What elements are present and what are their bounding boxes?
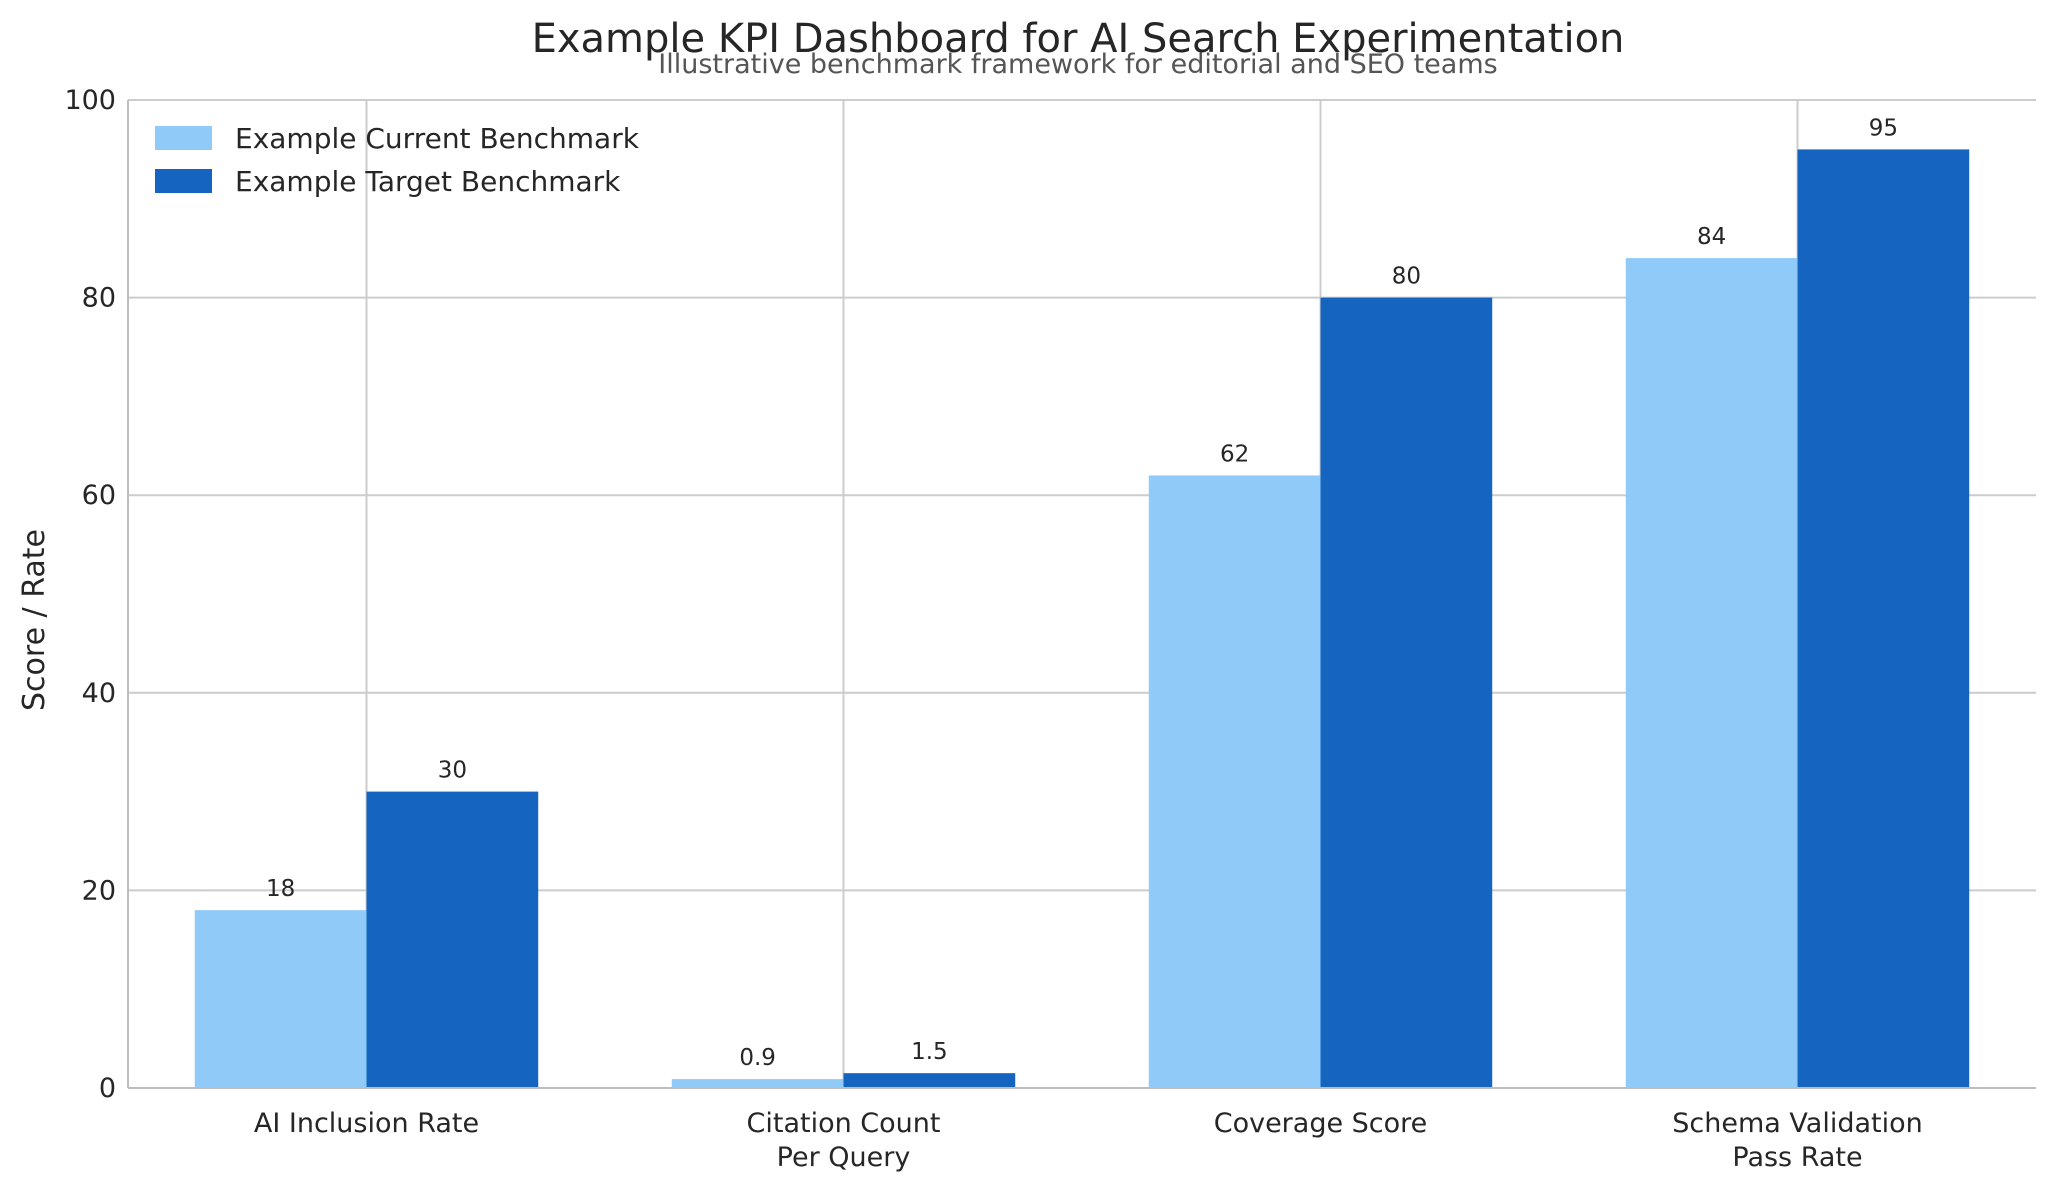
y-tick-label: 20 — [82, 875, 116, 906]
x-tick-label-line: Pass Rate — [1732, 1142, 1862, 1173]
bar-value-label: 1.5 — [911, 1039, 948, 1065]
x-tick-label-line: Citation Count — [747, 1108, 941, 1139]
x-tick-label: Citation Count Per Query — [747, 1108, 941, 1173]
bar-value-label: 0.9 — [739, 1045, 776, 1071]
x-tick-label: Schema Validation Pass Rate — [1672, 1108, 1922, 1173]
legend-label-target: Example Target Benchmark — [235, 165, 621, 198]
chart-subtitle: Illustrative benchmark framework for edi… — [658, 49, 1497, 80]
bar-current-2 — [1148, 475, 1321, 1088]
bar-value-label: 95 — [1869, 115, 1898, 141]
x-tick-label-line: Per Query — [777, 1142, 911, 1173]
x-tick-label-line: Schema Validation — [1672, 1108, 1922, 1139]
bar-target-2 — [1320, 297, 1493, 1089]
legend: Example Current Benchmark Example Target… — [155, 122, 640, 198]
bar-value-label: 18 — [266, 876, 295, 902]
bar-target-1 — [843, 1073, 1016, 1088]
y-tick-label: 60 — [82, 480, 116, 511]
y-tick-label: 40 — [82, 678, 116, 709]
x-tick-label: Coverage Score — [1214, 1108, 1428, 1139]
y-axis-label: Score / Rate — [17, 529, 52, 711]
bar-current-1 — [671, 1079, 844, 1088]
y-tick-label: 0 — [99, 1073, 116, 1104]
chart-title: Example KPI Dashboard for AI Search Expe… — [532, 16, 1625, 62]
bar-value-label: 62 — [1220, 441, 1249, 467]
bar-value-label: 84 — [1697, 224, 1726, 250]
axes-spines — [127, 100, 2036, 1089]
bar-value-label: 80 — [1392, 264, 1421, 290]
y-tick-label: 80 — [82, 283, 116, 314]
bar-current-0 — [194, 910, 367, 1088]
bar-value-label: 30 — [438, 758, 467, 784]
legend-label-current: Example Current Benchmark — [235, 122, 640, 155]
tick-labels: 0 20 40 60 80 100 AI Inclusion Rate Citation Co… — [64, 85, 1922, 1173]
x-tick-label: AI Inclusion Rate — [254, 1108, 479, 1139]
bars — [194, 149, 1970, 1089]
data-labels: 18 0.9 62 84 30 1.5 80 95 — [266, 115, 1898, 1071]
legend-swatch-current — [155, 126, 212, 150]
y-tick-label: 100 — [64, 85, 116, 116]
bar-target-3 — [1797, 149, 1970, 1088]
x-tick-label-line: AI Inclusion Rate — [254, 1108, 479, 1139]
bar-target-0 — [366, 791, 539, 1088]
bar-current-3 — [1625, 258, 1798, 1089]
x-tick-label-line: Coverage Score — [1214, 1108, 1428, 1139]
legend-swatch-target — [155, 169, 212, 193]
